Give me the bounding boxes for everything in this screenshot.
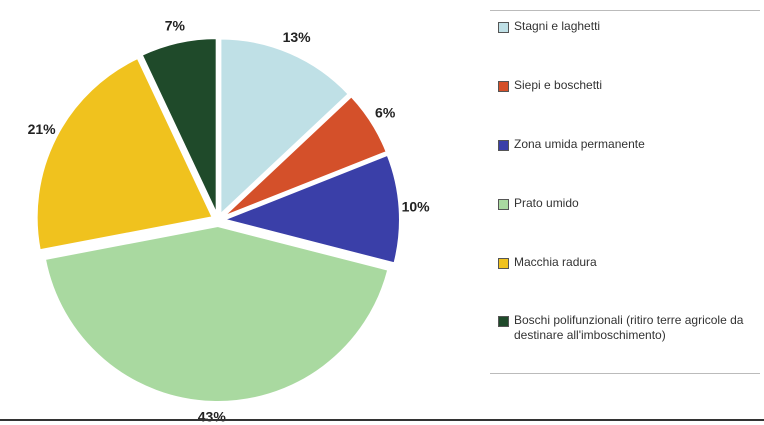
legend-label: Boschi polifunzionali (ritiro terre agri… [514, 313, 744, 342]
pie-slice [222, 94, 389, 218]
legend-label: Siepi e boschetti [514, 78, 603, 92]
legend-item: Prato umido [498, 196, 764, 211]
data-label: 10% [402, 198, 431, 214]
legend-swatch [498, 258, 509, 269]
data-label: 21% [28, 121, 57, 137]
legend-swatch [498, 316, 509, 327]
legend: Stagni e laghetti Siepi e boschetti Zona u… [490, 10, 760, 374]
data-label: 6% [375, 105, 396, 121]
legend-label: Stagni e laghetti [514, 19, 601, 33]
bottom-rule [0, 419, 764, 421]
legend-item: Siepi e boschetti [498, 78, 764, 93]
pie-slice [219, 37, 351, 217]
pie-slice [43, 224, 390, 403]
legend-label: Zona umida permanente [514, 137, 645, 151]
pie-slice [35, 56, 215, 252]
legend-item: Boschi polifunzionali (ritiro terre agri… [498, 313, 764, 343]
legend-item: Macchia radura [498, 255, 764, 270]
data-label: 13% [283, 29, 312, 45]
legend-swatch [498, 140, 509, 151]
pie-slice [140, 37, 218, 215]
legend-swatch [498, 199, 509, 210]
legend-label: Prato umido [514, 196, 579, 210]
legend-swatch [498, 81, 509, 92]
legend-swatch [498, 22, 509, 33]
pie-slice [220, 153, 401, 265]
data-label: 7% [165, 17, 186, 33]
legend-item: Zona umida permanente [498, 137, 764, 152]
legend-label: Macchia radura [514, 255, 597, 269]
data-label: 43% [198, 409, 227, 425]
legend-item: Stagni e laghetti [498, 19, 764, 34]
